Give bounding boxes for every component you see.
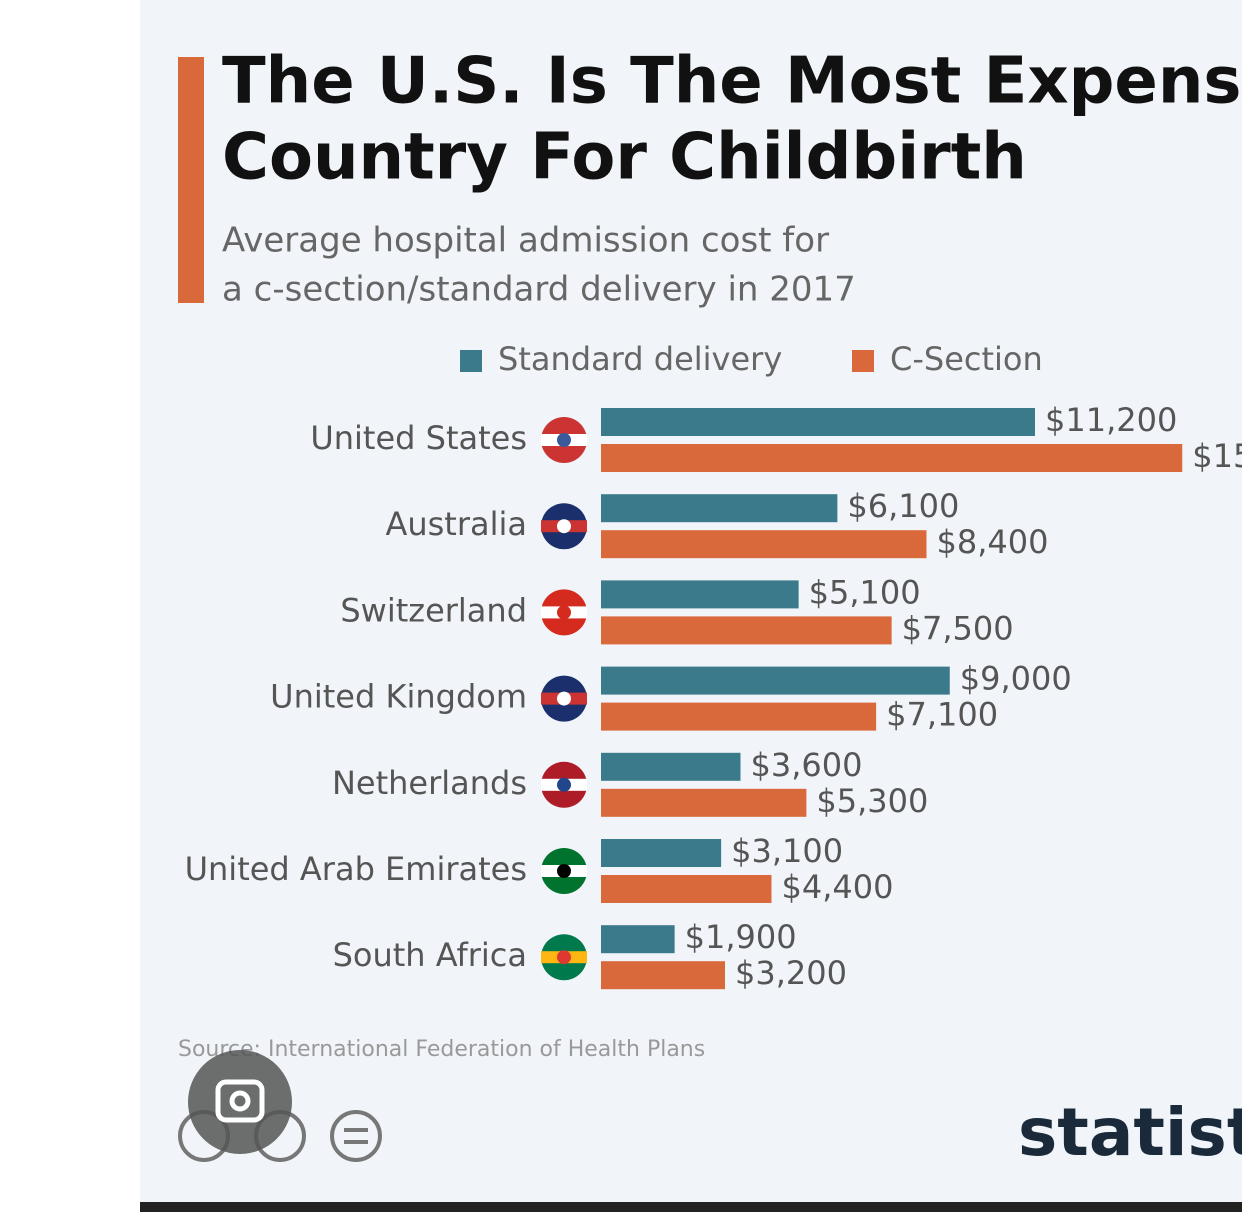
bottom-bar xyxy=(140,1202,1242,1212)
bar xyxy=(601,408,1035,436)
bar xyxy=(601,666,950,695)
flag xyxy=(557,519,571,534)
value-label: $3,100 xyxy=(731,832,843,870)
title: Country For Childbirth xyxy=(222,121,1027,195)
value-label: $7,500 xyxy=(902,609,1014,647)
bar xyxy=(601,702,877,731)
value-label: $4,400 xyxy=(782,868,894,906)
bar xyxy=(601,961,725,990)
flag xyxy=(557,433,571,447)
category-label: South Africa xyxy=(333,936,527,974)
value-label: $11,200 xyxy=(1045,401,1177,439)
bar xyxy=(601,580,799,609)
legend-swatch xyxy=(460,350,482,372)
flag xyxy=(557,864,571,878)
value-label: $8,400 xyxy=(937,523,1049,561)
category-label: Netherlands xyxy=(332,764,527,802)
flag xyxy=(557,691,571,706)
lens-button[interactable] xyxy=(188,1050,292,1154)
category-label: United Kingdom xyxy=(270,678,527,716)
bar xyxy=(601,839,722,867)
bar xyxy=(601,788,807,817)
legend-label: Standard delivery xyxy=(498,340,782,378)
category-label: Australia xyxy=(385,505,527,543)
value-label: $3,600 xyxy=(751,746,863,784)
subtitle: Average hospital admission cost for xyxy=(222,221,829,261)
bar xyxy=(601,444,1183,472)
bar xyxy=(601,752,741,781)
value-label: $7,100 xyxy=(886,696,998,734)
logo: statista xyxy=(1018,1094,1242,1171)
bar xyxy=(601,925,675,954)
accent-bar xyxy=(178,57,204,303)
title: The U.S. Is The Most Expensive xyxy=(222,45,1242,119)
legend-label: C-Section xyxy=(890,340,1043,378)
bar xyxy=(601,530,927,559)
value-label: $5,100 xyxy=(809,573,921,611)
flag xyxy=(557,777,571,792)
value-label: $1,900 xyxy=(685,918,797,956)
legend-swatch xyxy=(852,350,874,372)
bar xyxy=(601,875,772,903)
flag xyxy=(557,950,571,965)
value-label: $5,300 xyxy=(816,782,928,820)
value-label: $9,000 xyxy=(960,660,1072,698)
bar xyxy=(601,616,892,645)
category-label: Switzerland xyxy=(340,591,527,629)
subtitle: a c-section/standard delivery in 2017 xyxy=(222,270,856,310)
category-label: United Arab Emirates xyxy=(185,850,527,888)
bar xyxy=(601,494,838,523)
value-label: $6,100 xyxy=(847,487,959,525)
category-label: United States xyxy=(310,419,527,457)
value-label: $15,000 xyxy=(1192,437,1242,475)
flag xyxy=(557,605,571,620)
value-label: $3,200 xyxy=(735,954,847,992)
